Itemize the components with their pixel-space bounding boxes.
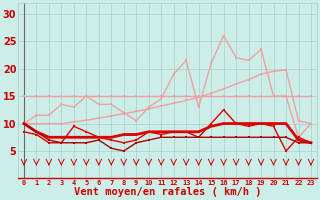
X-axis label: Vent moyen/en rafales ( km/h ): Vent moyen/en rafales ( km/h ) (74, 187, 261, 197)
